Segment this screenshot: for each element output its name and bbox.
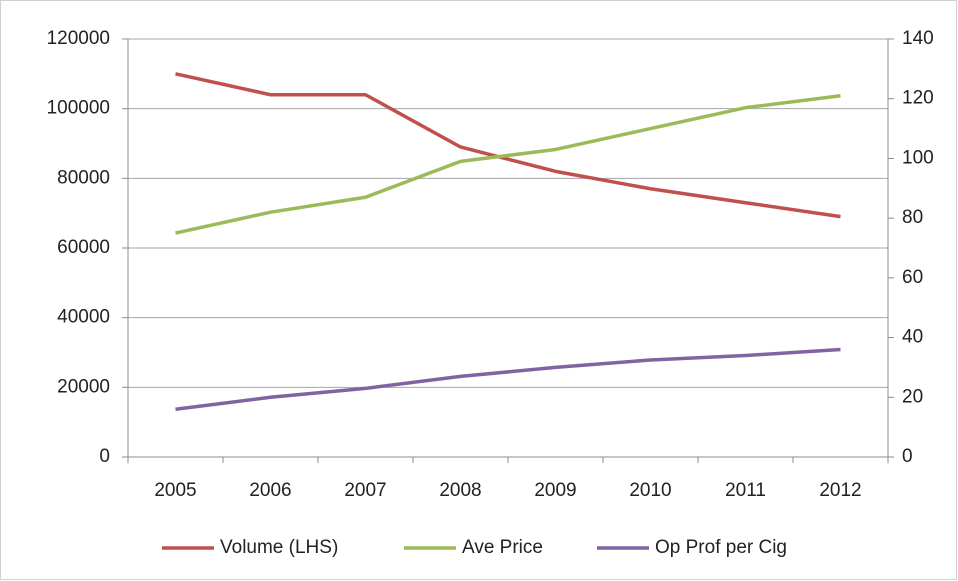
- y-tick-label: 20000: [57, 376, 110, 397]
- series-line: [175, 72, 841, 219]
- y-tick-label: 80000: [57, 167, 110, 188]
- y2-tick-label: 100: [902, 147, 934, 168]
- y-tick-label: 60000: [57, 237, 110, 258]
- y-tick-label: 100000: [47, 98, 110, 119]
- x-tick-label: 2012: [819, 480, 861, 501]
- x-tick-label: 2010: [629, 480, 671, 501]
- series-line: [175, 93, 841, 235]
- x-tick-label: 2006: [249, 480, 291, 501]
- y2-tick-label: 20: [902, 386, 923, 407]
- series-line: [175, 347, 841, 411]
- y2-tick-label: 140: [902, 28, 934, 49]
- y2-tick-label: 80: [902, 207, 923, 228]
- legend-label: Volume (LHS): [220, 537, 338, 558]
- y2-tick-label: 40: [902, 327, 923, 348]
- x-tick-label: 2009: [534, 480, 576, 501]
- legend-label: Ave Price: [462, 537, 543, 558]
- y-tick-label: 0: [99, 446, 110, 467]
- y-tick-label: 40000: [57, 307, 110, 328]
- x-tick-label: 2007: [344, 480, 386, 501]
- legend-label: Op Prof per Cig: [655, 537, 787, 558]
- x-tick-label: 2011: [725, 480, 766, 501]
- y2-tick-label: 60: [902, 267, 923, 288]
- y2-tick-label: 0: [902, 446, 913, 467]
- x-tick-label: 2008: [439, 480, 481, 501]
- y2-tick-label: 120: [902, 88, 934, 109]
- x-tick-label: 2005: [154, 480, 196, 501]
- y-tick-label: 120000: [47, 28, 110, 49]
